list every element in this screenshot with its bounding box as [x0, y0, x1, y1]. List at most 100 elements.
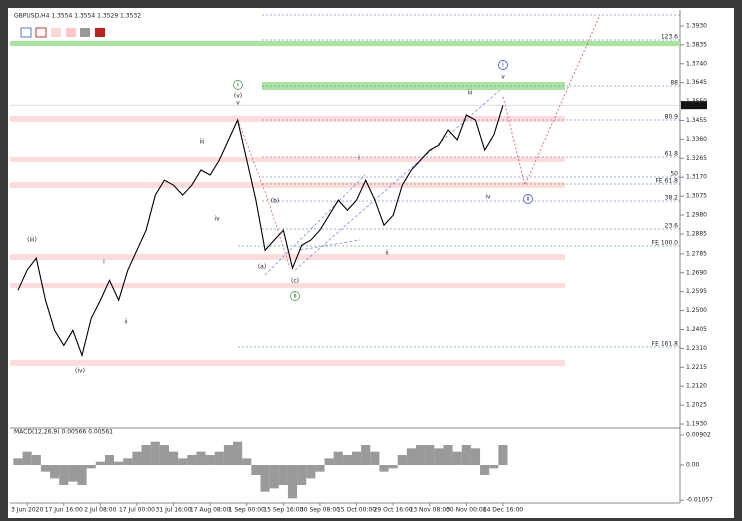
- y-tick-label: 1.2785: [686, 250, 707, 257]
- y-tick-label: 1.1930: [686, 421, 707, 428]
- x-tick-label: 15 Sep 16:00: [263, 507, 303, 514]
- x-tick-label: 1 Sep 00:00: [229, 507, 265, 514]
- zone-band: [10, 182, 565, 188]
- x-tick-label: 2 Jul 08:00: [84, 507, 116, 514]
- last-price-label: 1.3532: [684, 102, 705, 109]
- macd-bar: [196, 451, 206, 465]
- x-tick-label: 14 Dec 16:00: [483, 507, 524, 514]
- chart-window: [8, 8, 734, 518]
- zone-band: [10, 41, 680, 46]
- macd-bar: [114, 461, 124, 465]
- macd-bar: [461, 445, 471, 465]
- zone-band: [10, 254, 565, 260]
- macd-bar: [205, 455, 215, 465]
- x-tick-label: 17 Jul 00:00: [119, 507, 155, 514]
- macd-bar: [388, 465, 398, 469]
- x-tick-label: 15 Oct 00:00: [337, 507, 376, 514]
- macd-bar: [260, 465, 270, 492]
- wave-label: v: [501, 74, 505, 81]
- wave-label: v: [236, 100, 240, 107]
- y-tick-label: 1.2405: [686, 326, 707, 333]
- wave-circle: [498, 60, 508, 70]
- macd-bar: [297, 465, 307, 485]
- wave-label: iii: [199, 139, 204, 146]
- zone-band: [262, 82, 565, 90]
- zone-band: [10, 116, 565, 122]
- macd-bar: [443, 445, 453, 465]
- macd-bar: [233, 441, 243, 465]
- macd-bar: [168, 451, 179, 465]
- wave-label: iv: [485, 194, 491, 201]
- macd-bar: [77, 465, 87, 485]
- macd-bar: [50, 465, 60, 479]
- macd-bar: [315, 465, 325, 472]
- x-tick-label: 17 Jun 16:00: [45, 507, 83, 514]
- y-tick-label: 1.3645: [686, 79, 707, 86]
- macd-bar: [480, 465, 490, 475]
- x-tick-label: 17 Aug 08:00: [190, 507, 231, 514]
- x-tick-label: 3 Jun 2020: [11, 507, 43, 514]
- wave-label: (b): [271, 198, 280, 205]
- tool-icon[interactable]: [35, 27, 47, 38]
- macd-bar: [13, 458, 23, 465]
- macd-bar: [342, 455, 352, 465]
- macd-bar: [132, 451, 142, 465]
- macd-bar: [269, 465, 279, 489]
- price-line: [17, 105, 504, 358]
- drawings: [10, 14, 680, 366]
- macd-title: MACD(12,26,9) 0.00566 0.00561: [14, 429, 113, 436]
- tool-icon[interactable]: [51, 28, 61, 37]
- wave-label: iv: [214, 216, 220, 223]
- tool-icon[interactable]: [66, 28, 76, 37]
- macd-bar: [31, 455, 41, 465]
- wave-label: iii: [467, 90, 472, 97]
- wave-label: i: [502, 62, 504, 69]
- macd-bar: [379, 465, 389, 472]
- y-tick-label: 0.00902: [686, 431, 711, 438]
- macd-bar: [416, 445, 426, 465]
- y-tick-label: 1.3075: [686, 193, 707, 200]
- y-tick-label: 1.2310: [686, 345, 707, 352]
- macd-bar: [425, 445, 435, 465]
- macd-bar: [223, 445, 234, 465]
- wave-label: (iii): [27, 237, 37, 244]
- macd-bar: [278, 465, 288, 485]
- macd-bar: [178, 458, 188, 465]
- toolbar: [20, 27, 105, 38]
- fib-label: 123.6: [661, 34, 678, 41]
- macd-bar: [150, 441, 160, 465]
- tool-icon[interactable]: [20, 27, 32, 38]
- y-tick-label: 1.2595: [686, 288, 707, 295]
- macd-bar: [287, 465, 298, 499]
- wave-label: ii: [293, 293, 297, 300]
- fib-label: 50: [670, 171, 678, 178]
- x-tick-label: 13 Nov 08:00: [410, 507, 451, 514]
- macd-bar: [104, 455, 115, 465]
- tool-icon[interactable]: [95, 28, 105, 37]
- y-tick-label: 1.3360: [686, 136, 707, 143]
- tool-icon[interactable]: [80, 28, 90, 37]
- wave-circle: [233, 80, 243, 90]
- wave-label: (v): [234, 93, 242, 100]
- y-tick-label: 1.2500: [686, 307, 707, 314]
- last-price-box: [681, 101, 707, 110]
- zone-band: [10, 157, 565, 162]
- fib-label: FE 61.8: [655, 178, 678, 185]
- macd-bar: [22, 451, 32, 465]
- macd-bar: [40, 465, 51, 472]
- channel-line: [294, 89, 501, 271]
- zone-band: [10, 283, 565, 288]
- macd-bar: [187, 455, 197, 465]
- wave-label: i: [103, 259, 105, 266]
- macd-bar: [141, 445, 151, 465]
- fib-label: FE 100.0: [652, 240, 679, 247]
- wave-label: (iv): [75, 368, 85, 375]
- fib-label: FE 161.8: [652, 341, 679, 348]
- macd-bar: [351, 451, 362, 465]
- wave-label: ii: [526, 196, 530, 203]
- macd-bar: [251, 465, 261, 475]
- fib-label: 61.8: [665, 151, 679, 158]
- fib-label: 88: [670, 80, 678, 87]
- wave-label: ii: [385, 250, 389, 257]
